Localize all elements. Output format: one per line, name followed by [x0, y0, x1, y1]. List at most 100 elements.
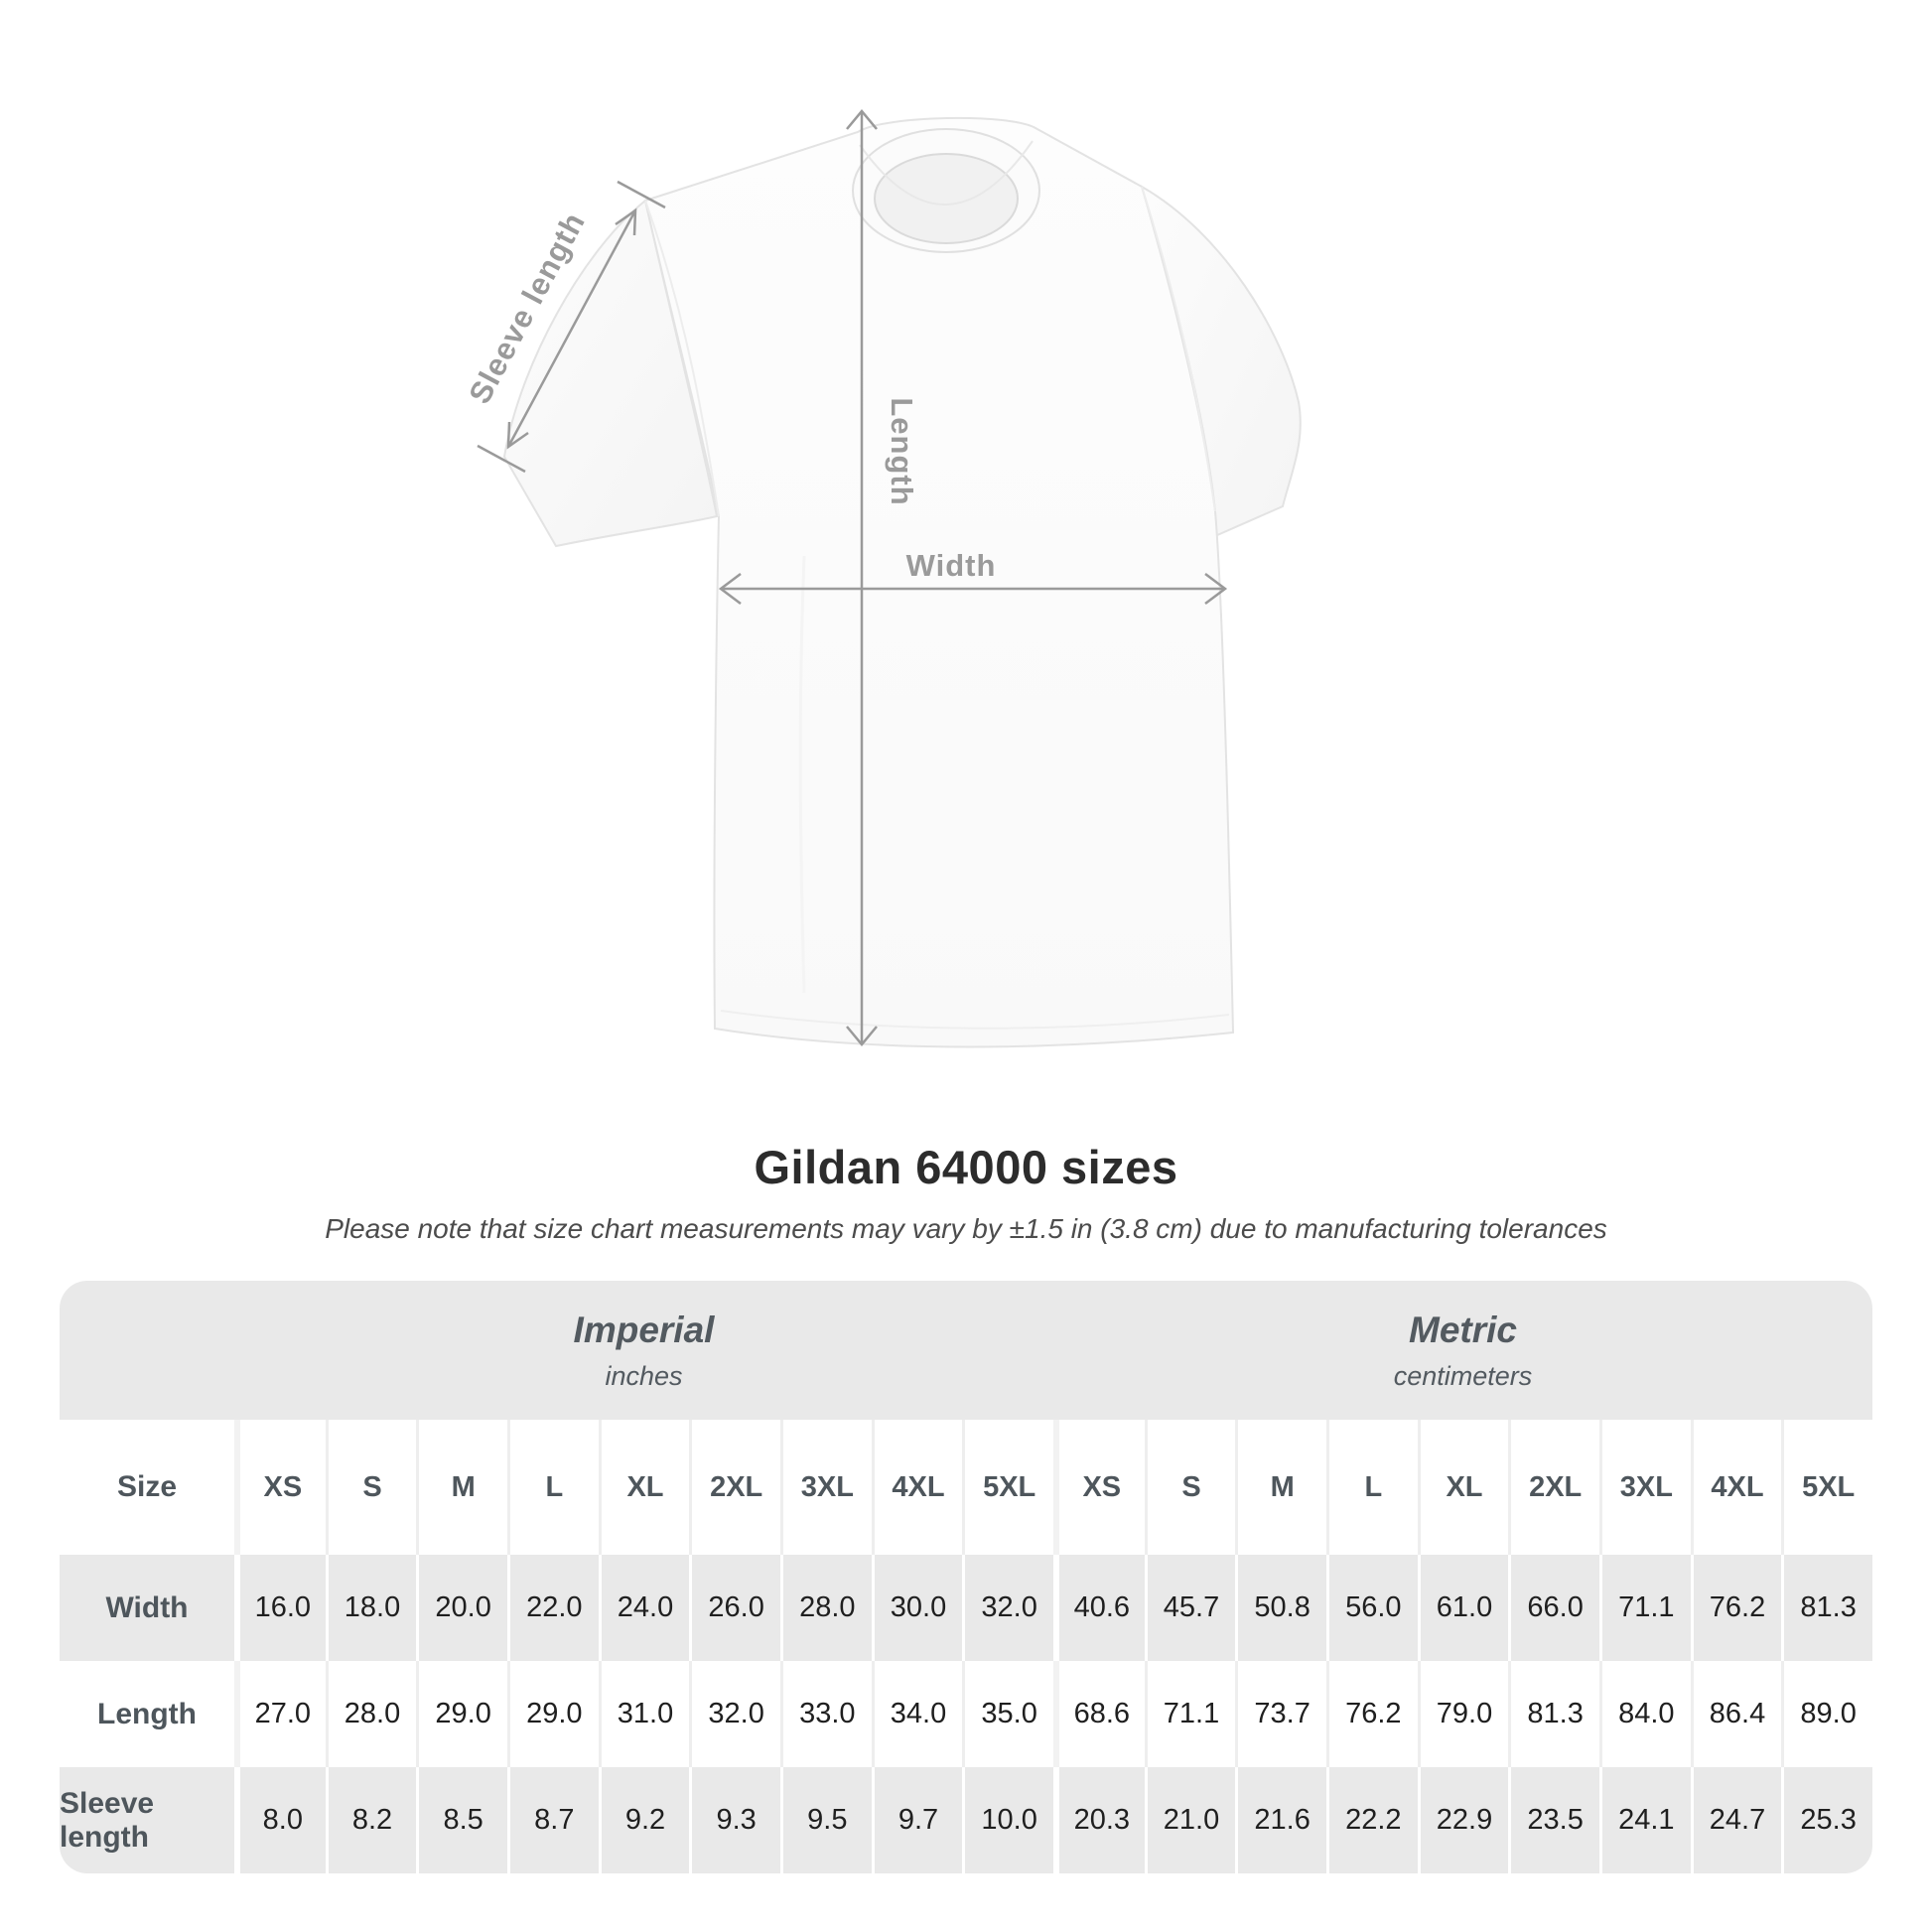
measurement-value: 9.7: [871, 1767, 963, 1873]
measurement-value: 81.3: [1781, 1555, 1872, 1661]
metric-header-label: Metric: [1409, 1309, 1517, 1350]
length-arrowhead-bottom: [846, 1026, 878, 1046]
metric-header: Metric centimeters: [1053, 1281, 1872, 1420]
imperial-header-unit: inches: [605, 1360, 683, 1391]
size-header-imperial-xs: XS: [234, 1420, 326, 1555]
measurement-value: 79.0: [1417, 1661, 1509, 1767]
table-row-length: Length 27.0 28.0 29.0 29.0 31.0 32.0 33.0 34.0 35…: [60, 1661, 1872, 1767]
width-annotation: Width: [718, 548, 1228, 605]
size-header-metric-2xl: 2XL: [1508, 1420, 1599, 1555]
sleeve-tick-top: [617, 180, 666, 209]
measurement-value: 9.2: [598, 1767, 690, 1873]
sleeve-arrowhead-bottom: [506, 421, 529, 450]
size-header-imperial-5xl: 5XL: [962, 1420, 1053, 1555]
size-header-imperial-xl: XL: [598, 1420, 690, 1555]
measurement-value: 76.2: [1325, 1661, 1418, 1767]
measurement-value: 28.0: [779, 1555, 872, 1661]
size-header-imperial-l: L: [506, 1420, 599, 1555]
table-body: Width 16.0 18.0 20.0 22.0 24.0 26.0 28.0 30.0 32.…: [60, 1555, 1872, 1873]
sleeve-tick-bottom: [477, 444, 526, 474]
row-label: Width: [105, 1590, 189, 1624]
measurement-value: 26.0: [689, 1555, 780, 1661]
measurement-value: 9.3: [689, 1767, 780, 1873]
measurement-value: 23.5: [1508, 1767, 1599, 1873]
length-arrowhead-top: [846, 109, 878, 130]
size-header-imperial-s: S: [325, 1420, 417, 1555]
measurement-value: 29.0: [416, 1661, 507, 1767]
length-annotation: Length: [846, 109, 919, 1046]
measurement-value: 81.3: [1508, 1661, 1599, 1767]
length-label: Length: [885, 397, 919, 505]
tolerance-note: Please note that size chart measurements…: [325, 1213, 1607, 1244]
measurement-value: 32.0: [962, 1555, 1053, 1661]
table-row-width: Width 16.0 18.0 20.0 22.0 24.0 26.0 28.0 30.0 32.…: [60, 1555, 1872, 1661]
measurement-value: 22.0: [506, 1555, 599, 1661]
measurement-value: 18.0: [325, 1555, 417, 1661]
measurement-value: 76.2: [1690, 1555, 1782, 1661]
measurement-value: 27.0: [234, 1661, 326, 1767]
imperial-header: Imperial inches: [234, 1281, 1053, 1420]
measurement-value: 24.0: [598, 1555, 690, 1661]
size-header-metric-4xl: 4XL: [1690, 1420, 1782, 1555]
measurement-value: 21.0: [1144, 1767, 1236, 1873]
right-armhole-seam: [1141, 186, 1216, 512]
size-header-row: Size XS S M L XL 2XL 3XL 4XL 5XL XS S M L XL 2XL 3XL 4XL 5…: [60, 1420, 1872, 1555]
measurement-value: 86.4: [1690, 1661, 1782, 1767]
size-header-imperial-4xl: 4XL: [871, 1420, 963, 1555]
sleeve-length-line: [506, 209, 637, 448]
measurement-value: 32.0: [689, 1661, 780, 1767]
measurement-value: 20.0: [416, 1555, 507, 1661]
measurement-value: 66.0: [1508, 1555, 1599, 1661]
width-arrowhead-left: [718, 573, 742, 605]
collar-seam: [859, 140, 1034, 206]
measurement-value: 8.7: [506, 1767, 599, 1873]
size-table: Imperial inches Metric centimeters Size X…: [60, 1281, 1872, 1873]
measurement-value: 50.8: [1235, 1555, 1326, 1661]
body-crease: [798, 555, 806, 994]
width-arrowhead-right: [1204, 573, 1228, 605]
size-header-imperial-m: M: [416, 1420, 507, 1555]
collar-opening: [874, 153, 1019, 244]
size-header-metric-3xl: 3XL: [1598, 1420, 1691, 1555]
measurement-value: 10.0: [962, 1767, 1053, 1873]
measurement-value: 25.3: [1781, 1767, 1872, 1873]
size-column-header: Size: [116, 1470, 178, 1503]
measurement-value: 34.0: [871, 1661, 963, 1767]
measurement-value: 8.0: [234, 1767, 326, 1873]
measurement-value: 24.1: [1598, 1767, 1691, 1873]
measurement-value: 71.1: [1144, 1661, 1236, 1767]
measurement-value: 8.5: [416, 1767, 507, 1873]
measurement-value: 28.0: [325, 1661, 417, 1767]
measurement-value: 35.0: [962, 1661, 1053, 1767]
measurement-value: 45.7: [1144, 1555, 1236, 1661]
size-header-metric-l: L: [1325, 1420, 1418, 1555]
measurement-value: 73.7: [1235, 1661, 1326, 1767]
row-label: Length: [97, 1697, 197, 1730]
measurement-value: 84.0: [1598, 1661, 1691, 1767]
measurement-value: 40.6: [1052, 1555, 1145, 1661]
measurement-value: 31.0: [598, 1661, 690, 1767]
tshirt-diagram: Length Width Sleeve length: [462, 109, 1302, 1048]
size-header-metric-xs: XS: [1052, 1420, 1145, 1555]
tshirt-illustration: [502, 116, 1302, 1048]
size-header-metric-s: S: [1144, 1420, 1236, 1555]
table-row-sleeve-length: Sleeve length 8.0 8.2 8.5 8.7 9.2 9.3 9.5 9.7 10.…: [60, 1767, 1872, 1873]
row-label: Sleeve length: [60, 1786, 155, 1854]
measurement-value: 30.0: [871, 1555, 963, 1661]
measurement-value: 20.3: [1052, 1767, 1145, 1873]
measurement-value: 22.9: [1417, 1767, 1509, 1873]
size-header-imperial-3xl: 3XL: [779, 1420, 872, 1555]
tshirt-body: [643, 116, 1235, 1048]
size-header-metric-m: M: [1235, 1420, 1326, 1555]
measurement-value: 16.0: [234, 1555, 326, 1661]
measurement-value: 33.0: [779, 1661, 872, 1767]
measurement-value: 21.6: [1235, 1767, 1326, 1873]
measurement-value: 56.0: [1325, 1555, 1418, 1661]
imperial-header-label: Imperial: [573, 1309, 715, 1350]
measurement-value: 71.1: [1598, 1555, 1691, 1661]
measurement-value: 22.2: [1325, 1767, 1418, 1873]
metric-header-unit: centimeters: [1393, 1360, 1533, 1391]
measurement-value: 9.5: [779, 1767, 872, 1873]
hem-stitch: [720, 1010, 1230, 1030]
